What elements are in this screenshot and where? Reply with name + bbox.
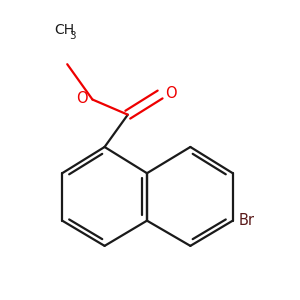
- Text: Br: Br: [238, 213, 254, 228]
- Text: O: O: [165, 86, 176, 101]
- Text: 3: 3: [69, 31, 76, 41]
- Text: CH: CH: [54, 23, 74, 37]
- Text: O: O: [76, 91, 88, 106]
